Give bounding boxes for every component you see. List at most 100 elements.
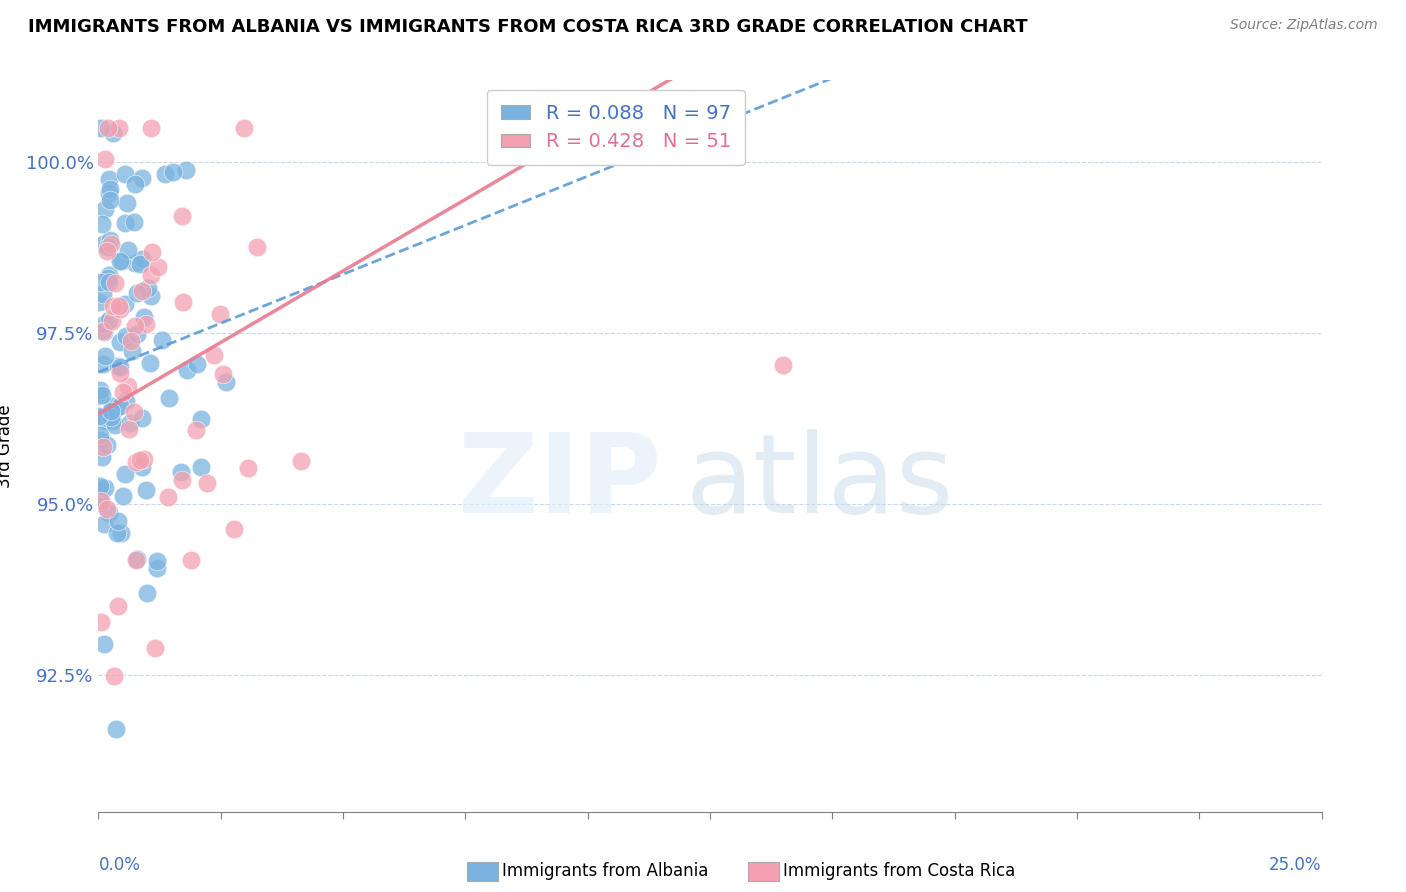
Point	[104, 276, 127, 290]
Point	[91, 324, 114, 338]
Point	[97, 268, 120, 282]
Point	[120, 334, 142, 349]
Point	[125, 552, 148, 566]
Point	[98, 507, 121, 521]
Point	[89, 409, 111, 423]
Text: ZIP: ZIP	[458, 429, 661, 536]
Point	[110, 334, 132, 349]
Y-axis label: 3rd Grade: 3rd Grade	[0, 404, 14, 488]
Point	[89, 295, 111, 310]
Point	[139, 288, 162, 302]
Point	[108, 360, 131, 375]
Point	[101, 314, 124, 328]
Point	[93, 325, 115, 339]
Point	[91, 388, 114, 402]
Point	[104, 401, 127, 416]
Point	[114, 297, 136, 311]
Text: Source: ZipAtlas.com: Source: ZipAtlas.com	[1230, 18, 1378, 32]
Point	[93, 636, 115, 650]
Point	[94, 350, 117, 364]
Point	[190, 412, 212, 426]
Point	[89, 479, 111, 493]
Point	[152, 333, 174, 347]
Point	[170, 465, 193, 479]
Point	[112, 384, 135, 399]
Point	[290, 453, 312, 467]
Point	[214, 375, 236, 389]
Point	[96, 438, 118, 452]
Point	[172, 295, 194, 310]
Point	[90, 481, 112, 495]
Point	[101, 414, 124, 428]
Point	[135, 483, 157, 497]
Point	[101, 126, 124, 140]
Point	[124, 318, 146, 333]
Point	[170, 209, 193, 223]
Point	[146, 260, 169, 275]
Point	[124, 215, 146, 229]
Point	[131, 460, 153, 475]
Point	[98, 182, 121, 196]
Text: 25.0%: 25.0%	[1270, 855, 1322, 873]
Point	[211, 368, 233, 382]
Point	[124, 256, 146, 270]
Point	[115, 195, 138, 210]
Point	[110, 302, 132, 317]
Text: Immigrants from Costa Rica: Immigrants from Costa Rica	[783, 863, 1015, 880]
Text: Immigrants from Albania: Immigrants from Albania	[502, 863, 709, 880]
Point	[107, 121, 129, 136]
Point	[98, 313, 121, 327]
Point	[222, 522, 245, 536]
Point	[89, 434, 111, 448]
Point	[97, 121, 120, 136]
Point	[93, 358, 115, 372]
Point	[115, 393, 138, 408]
Point	[125, 286, 148, 301]
Point	[91, 450, 114, 465]
Point	[100, 409, 122, 424]
Point	[139, 356, 162, 370]
Point	[136, 281, 159, 295]
Point	[772, 359, 794, 373]
Legend: R = 0.088   N = 97, R = 0.428   N = 51: R = 0.088 N = 97, R = 0.428 N = 51	[488, 90, 745, 165]
Point	[89, 427, 111, 442]
Point	[89, 489, 111, 503]
Point	[107, 299, 129, 313]
Point	[105, 525, 128, 540]
Point	[104, 418, 127, 433]
Point	[125, 327, 148, 342]
Point	[131, 284, 153, 298]
Point	[204, 348, 226, 362]
Point	[124, 177, 146, 191]
Point	[100, 404, 122, 418]
Point	[100, 237, 122, 252]
Point	[94, 152, 117, 166]
Text: 0.0%: 0.0%	[98, 855, 141, 873]
Point	[101, 299, 124, 313]
Point	[146, 554, 169, 568]
Point	[91, 286, 114, 301]
Point	[124, 553, 146, 567]
Point	[180, 553, 202, 567]
Point	[132, 452, 155, 467]
Point	[97, 240, 120, 254]
Point	[114, 167, 136, 181]
Point	[122, 405, 145, 419]
Point	[105, 723, 128, 737]
Point	[131, 252, 153, 266]
Point	[101, 400, 124, 414]
Point	[129, 453, 152, 467]
Point	[118, 422, 141, 436]
Point	[90, 276, 112, 290]
Point	[157, 490, 180, 504]
Point	[162, 165, 184, 179]
Point	[190, 460, 212, 475]
Point	[96, 501, 118, 516]
Point	[103, 669, 125, 683]
Point	[146, 561, 169, 575]
Point	[129, 257, 152, 271]
Point	[94, 202, 117, 216]
Text: atlas: atlas	[686, 429, 955, 536]
Point	[246, 240, 269, 254]
Point	[89, 389, 111, 403]
